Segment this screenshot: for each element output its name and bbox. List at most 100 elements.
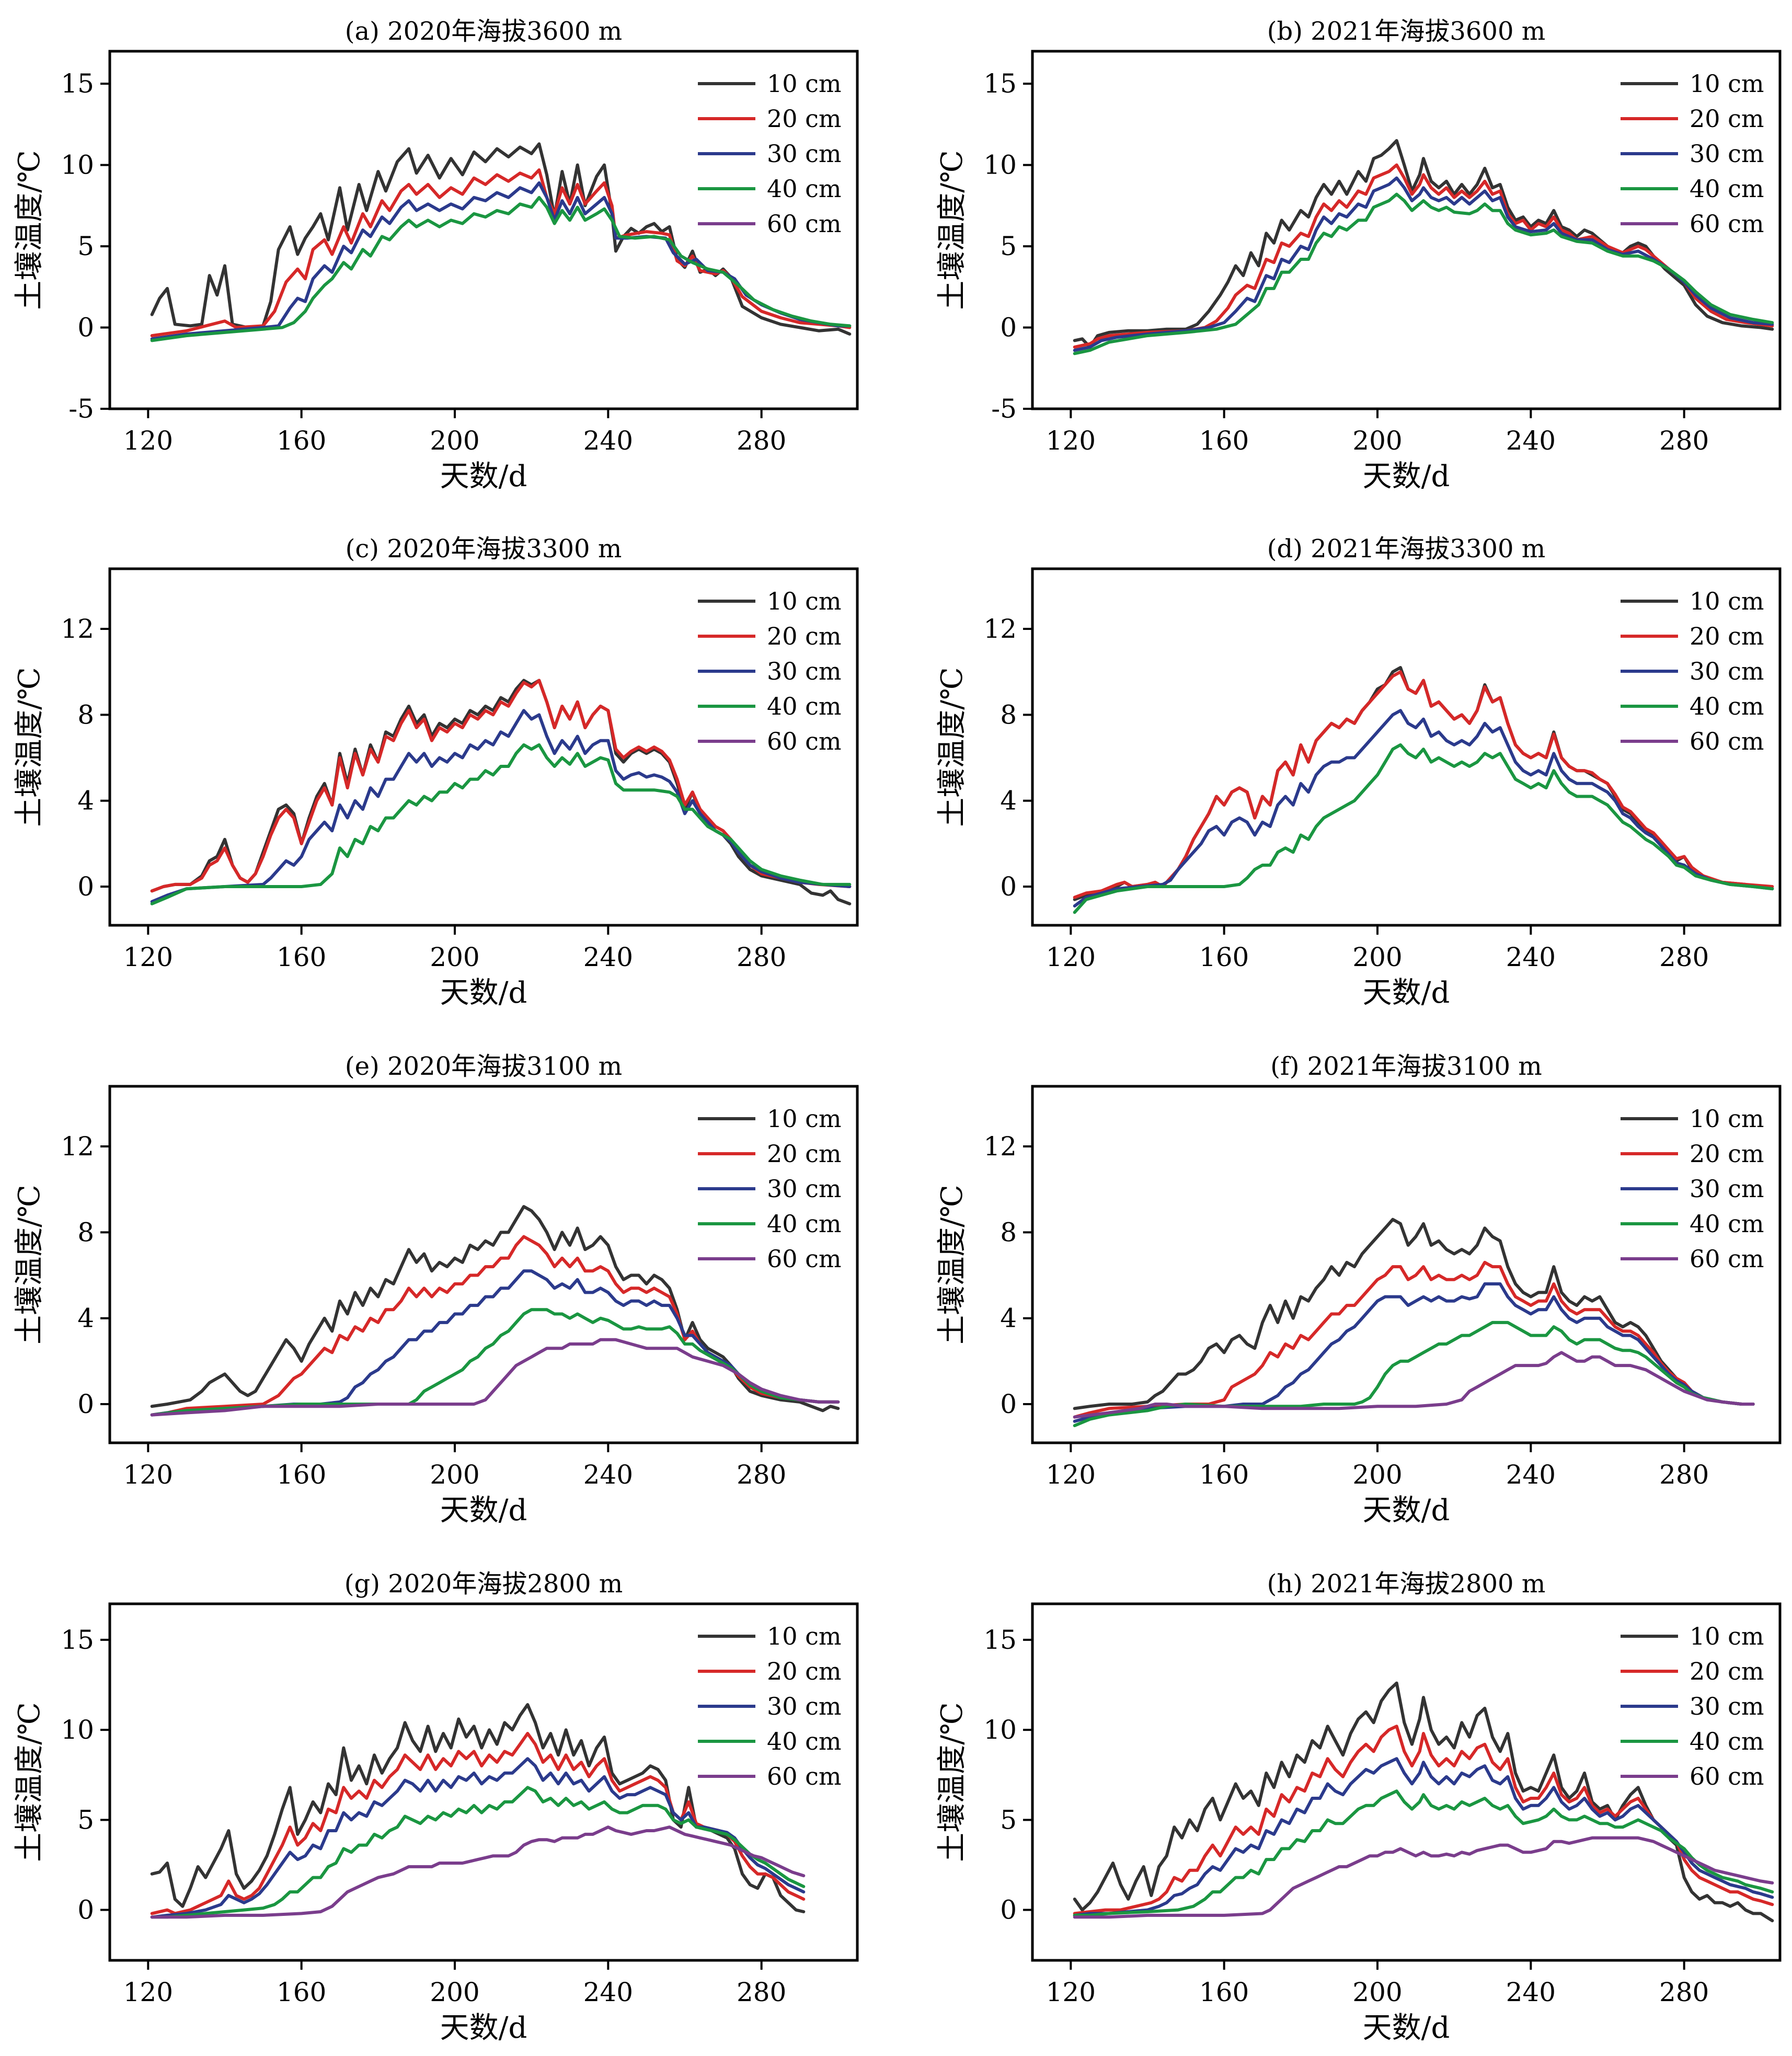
series-line-20cm (150, 1732, 806, 1915)
y-tick-label: 0 (1000, 313, 1017, 343)
x-axis-label: 天数/d (440, 976, 527, 1010)
x-tick-label: 200 (430, 1460, 479, 1490)
x-tick-label: 120 (1046, 1460, 1096, 1490)
series-line-30cm (1073, 1282, 1755, 1423)
plot-frame (1031, 567, 1782, 927)
chart-title: (d) 2021年海拔3300 m (1267, 534, 1546, 564)
y-tick-label: 4 (77, 786, 94, 816)
y-tick-label: 15 (61, 1625, 94, 1655)
chart-title: (c) 2020年海拔3300 m (346, 534, 622, 564)
legend-label: 30 cm (767, 1692, 842, 1720)
series-line-40cm (1073, 1320, 1755, 1428)
x-tick-label: 240 (583, 426, 633, 456)
y-tick-label: 5 (1000, 231, 1017, 261)
y-axis-label: 土壤温度/℃ (13, 667, 47, 827)
series-line-40cm (150, 743, 852, 905)
x-tick-label: 200 (1352, 1977, 1402, 2007)
series-line-20cm (1073, 670, 1774, 899)
chart-panel-e: (e) 2020年海拔3100 m 120 160 200 240 280 0 4 8 12 天数/… (13, 1052, 859, 1527)
x-tick-label: 160 (1199, 1977, 1249, 2007)
y-tick-label: 12 (983, 614, 1017, 644)
y-axis-label: 土壤温度/℃ (935, 1702, 969, 1862)
x-tick-label: 160 (1199, 1460, 1249, 1490)
y-axis-label: 土壤温度/℃ (935, 1185, 969, 1345)
series-line-40cm (150, 1786, 806, 1919)
series-line-20cm (1073, 1725, 1774, 1915)
y-tick-label: 8 (1000, 1217, 1017, 1247)
series-line-10cm (1073, 1681, 1774, 1923)
x-tick-label: 160 (277, 426, 326, 456)
x-tick-label: 160 (277, 1460, 326, 1490)
plot-frame (1031, 50, 1782, 410)
x-tick-label: 160 (277, 1977, 326, 2007)
legend-label: 20 cm (1690, 1657, 1764, 1685)
series-line-30cm (1073, 1757, 1774, 1917)
series-line-10cm (1073, 1217, 1755, 1410)
x-axis-label: 天数/d (440, 460, 527, 493)
legend-label: 10 cm (1690, 1105, 1764, 1133)
series-line-40cm (1073, 1789, 1774, 1917)
chart-panel-h: (h) 2021年海拔2800 m 120 160 200 240 280 0 5 10 15 天数… (935, 1569, 1782, 2045)
y-tick-label: 8 (77, 699, 94, 730)
x-tick-label: 120 (123, 426, 173, 456)
y-tick-label: 8 (1000, 699, 1017, 730)
x-tick-label: 280 (1659, 1977, 1709, 2007)
legend-label: 60 cm (767, 210, 842, 238)
y-tick-label: 10 (983, 150, 1017, 180)
plot-frame (1031, 1602, 1782, 1962)
x-tick-label: 200 (1352, 1460, 1402, 1490)
x-tick-label: 280 (737, 426, 786, 456)
y-tick-label: 5 (77, 231, 94, 261)
legend-label: 30 cm (1690, 1175, 1764, 1203)
y-axis-label: 土壤温度/℃ (13, 1185, 47, 1345)
x-tick-label: 160 (277, 942, 326, 972)
x-tick-label: 120 (1046, 426, 1096, 456)
series-line-40cm (150, 1308, 840, 1417)
y-tick-label: 4 (77, 1303, 94, 1334)
plot-frame (108, 567, 859, 927)
legend-label: 10 cm (767, 1622, 842, 1650)
chart-panel-g: (g) 2020年海拔2800 m 120 160 200 240 280 0 5 10 15 天数… (13, 1569, 859, 2045)
x-tick-label: 280 (737, 1977, 786, 2007)
x-tick-label: 200 (430, 1977, 479, 2007)
plot-frame (108, 1085, 859, 1444)
series-line-40cm (1073, 743, 1774, 914)
y-tick-label: 10 (983, 1715, 1017, 1745)
series-line-10cm (1073, 139, 1774, 349)
legend-label: 40 cm (767, 175, 842, 203)
x-axis-label: 天数/d (1363, 976, 1450, 1010)
chart-panel-b: (b) 2021年海拔3600 m 120 160 200 240 280 -5 0 5 10 15… (935, 17, 1782, 493)
legend-label: 10 cm (1690, 70, 1764, 98)
x-tick-label: 120 (123, 942, 173, 972)
x-tick-label: 120 (1046, 1977, 1096, 2007)
chart-title: (e) 2020年海拔3100 m (345, 1052, 622, 1081)
x-tick-label: 120 (123, 1460, 173, 1490)
x-tick-label: 200 (1352, 942, 1402, 972)
legend-label: 20 cm (1690, 622, 1764, 650)
legend-label: 10 cm (767, 587, 842, 615)
x-axis-label: 天数/d (1363, 1494, 1450, 1527)
chart-panel-c: (c) 2020年海拔3300 m 120 160 200 240 280 0 4 8 12 天数/… (13, 534, 859, 1010)
legend-label: 20 cm (767, 1140, 842, 1168)
chart-title: (f) 2021年海拔3100 m (1270, 1052, 1542, 1081)
y-tick-label: 10 (61, 150, 94, 180)
y-tick-label: 5 (1000, 1805, 1017, 1835)
y-axis-label: 土壤温度/℃ (13, 150, 47, 310)
series-line-40cm (150, 196, 852, 342)
series-line-60cm (1073, 1351, 1755, 1419)
legend-label: 10 cm (767, 70, 842, 98)
y-tick-label: 15 (61, 68, 94, 99)
chart-panel-f: (f) 2021年海拔3100 m 120 160 200 240 280 0 4 8 12 天数/… (935, 1052, 1782, 1527)
legend-label: 60 cm (1690, 1762, 1764, 1790)
legend: 10 cm 20 cm 30 cm 40 cm 60 cm (1621, 1622, 1764, 1790)
y-tick-label: 10 (61, 1715, 94, 1745)
x-tick-label: 240 (583, 1460, 633, 1490)
legend-label: 20 cm (767, 105, 842, 133)
legend-label: 20 cm (1690, 105, 1764, 133)
y-tick-label: 12 (61, 1131, 94, 1162)
x-axis-label: 天数/d (1363, 2011, 1450, 2045)
y-tick-label: 0 (77, 871, 94, 902)
legend-label: 20 cm (767, 1657, 842, 1685)
y-axis-label: 土壤温度/℃ (935, 667, 969, 827)
series-line-20cm (150, 1235, 840, 1417)
